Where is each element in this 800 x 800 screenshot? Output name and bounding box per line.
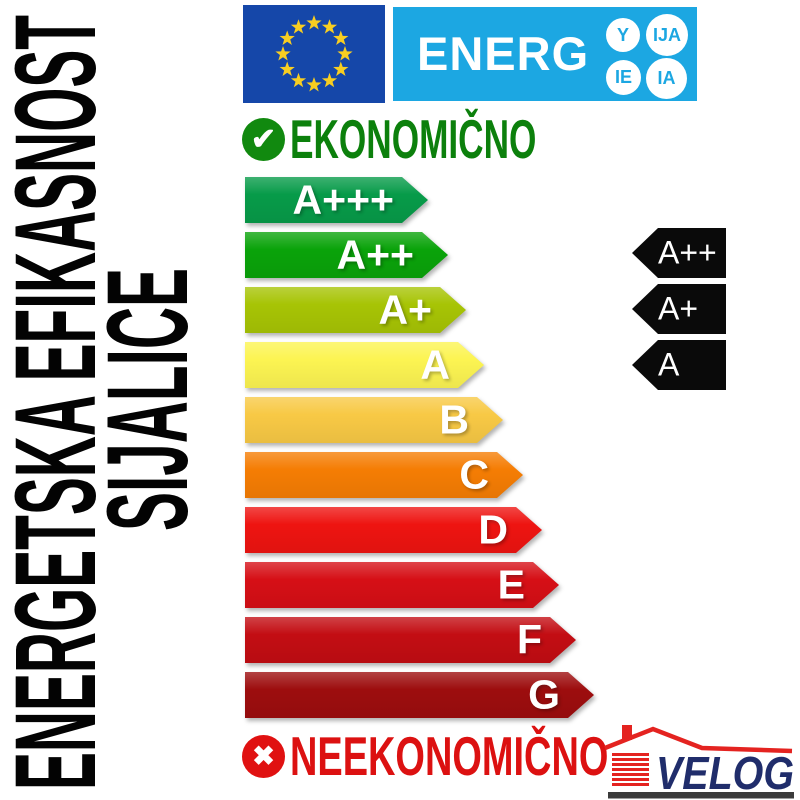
logo-wordmark: VELOG xyxy=(656,747,794,799)
rating-bar-g: G xyxy=(245,672,594,718)
rating-bar-c: C xyxy=(245,452,594,498)
class-arrow-label: A xyxy=(658,346,680,383)
rating-bar-label: F xyxy=(516,616,542,663)
velog-logo: VELOG xyxy=(600,712,796,800)
velog-logo-graphic: VELOG xyxy=(604,725,795,800)
uneconomic-label: NEEKONOMIČNO xyxy=(290,725,609,787)
chimney-icon xyxy=(622,725,632,740)
class-arrow-a: A xyxy=(632,340,726,390)
vertical-title: ENERGETSKA EFIKASNOST SIJALICE xyxy=(0,15,200,790)
rating-bar-a+: A+ xyxy=(245,287,594,333)
vertical-title-line2: SIJALICE xyxy=(84,268,200,531)
rating-bar-label: A+++ xyxy=(292,176,394,223)
badge-energija: IJA xyxy=(646,14,688,56)
rating-bar-a+++: A+++ xyxy=(245,177,594,223)
rating-bar-label: A++ xyxy=(336,231,414,278)
rating-bar-label: G xyxy=(528,671,560,718)
economic-row: ✔ EKONOMIČNO xyxy=(242,108,675,170)
rating-bar-label: E xyxy=(497,561,525,608)
badge-energia: IA xyxy=(646,58,687,99)
rating-bar-a: A xyxy=(245,342,594,388)
logo-baseline-bar xyxy=(608,792,794,799)
eu-stars-icon xyxy=(275,15,353,92)
rating-bar-a++: A++ xyxy=(245,232,594,278)
class-arrow-a++: A++ xyxy=(632,228,726,278)
energ-banner: ENERG Y IJA IE IA xyxy=(393,7,697,101)
rating-bar-label: A xyxy=(420,341,450,388)
class-arrow-a+: A+ xyxy=(632,284,726,334)
rating-bar-label: D xyxy=(478,506,508,553)
class-arrow-label: A+ xyxy=(658,290,699,327)
class-arrow-label: A++ xyxy=(658,234,717,271)
x-icon: ✖ xyxy=(242,734,285,778)
economic-label: EKONOMIČNO xyxy=(290,108,537,170)
badge-energy: Y xyxy=(606,18,640,52)
check-icon: ✔ xyxy=(242,117,285,161)
rating-bar-f: F xyxy=(245,617,594,663)
uneconomic-row: ✖ NEEKONOMIČNO xyxy=(242,725,751,787)
badge-energie: IE xyxy=(606,60,641,95)
eu-flag xyxy=(243,5,385,103)
rating-bar-label: B xyxy=(439,396,469,443)
rating-bars: A+++ A++ A+ A B C D E F G xyxy=(245,177,594,727)
vertical-title-line1: ENERGETSKA EFIKASNOST xyxy=(0,15,120,790)
class-arrows: A++ A+ A xyxy=(632,228,726,396)
rating-bar-b: B xyxy=(245,397,594,443)
energ-text: ENERG xyxy=(417,27,590,80)
radiator-icon xyxy=(612,753,649,786)
rating-bar-d: D xyxy=(245,507,594,553)
rating-bar-label: C xyxy=(459,451,489,498)
rating-bar-label: A+ xyxy=(378,286,432,333)
rating-bar-e: E xyxy=(245,562,594,608)
